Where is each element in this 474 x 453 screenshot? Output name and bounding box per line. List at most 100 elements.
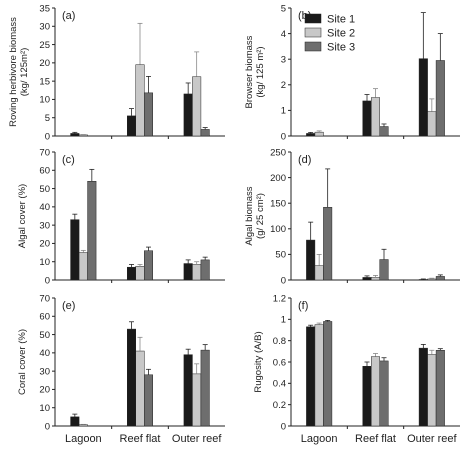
bar-site-1-outer-reef — [418, 347, 428, 427]
y-tick-label: 50 — [39, 330, 50, 341]
bar-site-1-reef-flat — [127, 115, 136, 137]
bar-site-2-reef-flat — [135, 350, 145, 427]
bar-site-1-lagoon — [70, 133, 80, 137]
panel-letter: (c) — [62, 154, 75, 166]
bar-site-3-reef-flat — [379, 126, 389, 137]
y-tick-label: 0 — [281, 131, 286, 142]
bar-site-1-reef-flat — [362, 366, 372, 427]
bar-site-2-lagoon — [314, 265, 324, 281]
legend-label-site-3: Site 3 — [327, 42, 355, 54]
y-axis-title: Algal biomass — [244, 186, 255, 245]
panel-d: 0 50 100 150 200 250 Algal biomass (g/ 25 cm²) (… — [244, 147, 460, 286]
bar-site-2-outer-reef — [192, 373, 202, 427]
bar-site-2-reef-flat — [135, 266, 145, 281]
y-tick-label: 0.6 — [273, 357, 286, 368]
y-tick-label: 3 — [281, 55, 286, 66]
x-category-label-reef-flat: Reef flat — [120, 433, 161, 445]
y-tick-label: 70 — [39, 293, 50, 304]
bar-site-2-lagoon — [314, 131, 324, 137]
bar-site-1-lagoon — [306, 133, 316, 137]
y-tick-label: 1 — [281, 315, 286, 326]
x-category-label-outer-reef: Outer reef — [172, 433, 222, 445]
y-tick-label: 30 — [39, 366, 50, 377]
y-tick-label: 100 — [270, 224, 286, 235]
y-axis-title: (g/ 25 cm²) — [255, 193, 266, 239]
bar-site-3-reef-flat — [144, 92, 153, 137]
y-tick-label: 60 — [39, 166, 50, 177]
y-tick-label: 0 — [45, 131, 50, 142]
bar-site-2-outer-reef — [427, 111, 437, 137]
y-tick-label: 0.4 — [273, 379, 286, 390]
panel-letter: (a) — [62, 10, 75, 22]
bar-site-3-reef-flat — [379, 259, 389, 281]
bar-site-2-lagoon — [78, 252, 88, 281]
legend-swatch-site-1 — [304, 13, 322, 24]
panel-f: 0 0.2 0.4 0.6 0.8 1 1.2 Rugosity (A/B) (f) Lagoon… — [253, 293, 460, 445]
y-tick-label: 20 — [39, 58, 50, 69]
y-tick-label: 0 — [281, 275, 286, 286]
bar-site-2-outer-reef — [192, 76, 202, 137]
y-tick-label: 0 — [281, 421, 286, 432]
bar-site-1-reef-flat — [362, 100, 372, 137]
y-tick-label: 35 — [39, 3, 50, 14]
bar-site-2-reef-flat — [135, 64, 145, 137]
y-tick-label: 40 — [39, 202, 50, 213]
y-tick-label: 10 — [39, 95, 50, 106]
bar-site-2-outer-reef — [427, 278, 437, 281]
bar-site-1-lagoon — [306, 326, 316, 427]
y-tick-label: 10 — [39, 257, 50, 268]
y-tick-label: 1.2 — [273, 293, 286, 304]
bar-site-2-outer-reef — [192, 264, 202, 281]
legend-swatch-site-3 — [304, 41, 322, 52]
panel-letter: (d) — [298, 154, 311, 166]
y-tick-label: 30 — [39, 22, 50, 33]
y-tick-label: 0 — [45, 421, 50, 432]
y-axis-title: Algal cover (%) — [17, 184, 28, 248]
bar-site-3-lagoon — [87, 181, 97, 281]
y-tick-label: 25 — [39, 40, 50, 51]
x-category-label-reef-flat: Reef flat — [355, 433, 396, 445]
panel-letter: (e) — [62, 300, 75, 312]
legend-label-site-2: Site 2 — [327, 28, 355, 40]
bar-site-1-outer-reef — [183, 354, 193, 427]
bar-site-1-outer-reef — [183, 93, 193, 137]
y-tick-label: 2 — [281, 80, 286, 91]
legend-swatch-site-2 — [304, 27, 322, 38]
x-category-label-outer-reef: Outer reef — [407, 433, 457, 445]
y-tick-label: 5 — [45, 113, 50, 124]
y-tick-label: 20 — [39, 239, 50, 250]
x-category-label-lagoon: Lagoon — [301, 433, 338, 445]
y-axis-title: Rugosity (A/B) — [253, 331, 264, 392]
bar-site-3-outer-reef — [200, 259, 210, 281]
panel-a: 0 5 10 15 20 25 30 35 Roving herbivore biomass (k… — [8, 3, 225, 142]
bar-site-3-outer-reef — [200, 349, 210, 427]
bar-site-1-reef-flat — [362, 277, 372, 281]
bar-site-3-lagoon — [323, 207, 333, 281]
y-tick-label: 0.2 — [273, 400, 286, 411]
bar-site-3-lagoon — [323, 321, 333, 427]
y-tick-label: 50 — [39, 184, 50, 195]
y-tick-label: 20 — [39, 385, 50, 396]
y-tick-label: 0 — [45, 275, 50, 286]
bar-site-3-outer-reef — [435, 350, 445, 427]
y-tick-label: 50 — [275, 250, 286, 261]
y-tick-label: 70 — [39, 147, 50, 158]
y-tick-label: 1 — [281, 106, 286, 117]
y-tick-label: 200 — [270, 173, 286, 184]
bar-site-3-reef-flat — [144, 250, 153, 281]
panel-e: 0 10 20 30 40 50 60 70 Coral cover (%) (e) Lagoon R… — [17, 293, 225, 445]
bar-site-3-outer-reef — [200, 129, 210, 137]
y-axis-title: (kg/ 125m²) — [19, 48, 30, 97]
bar-site-3-reef-flat — [379, 360, 389, 427]
y-tick-label: 60 — [39, 312, 50, 323]
legend: Site 1 Site 2 Site 3 — [304, 13, 355, 54]
bar-site-1-lagoon — [70, 219, 80, 281]
y-axis-title: Coral cover (%) — [17, 329, 28, 395]
y-tick-label: 10 — [39, 403, 50, 414]
bar-site-2-reef-flat — [371, 277, 380, 281]
y-axis-title: (kg/ 125 m²) — [255, 46, 266, 97]
panel-c: 0 10 20 30 40 50 60 70 Algal cover (%) (c) — [17, 147, 225, 286]
